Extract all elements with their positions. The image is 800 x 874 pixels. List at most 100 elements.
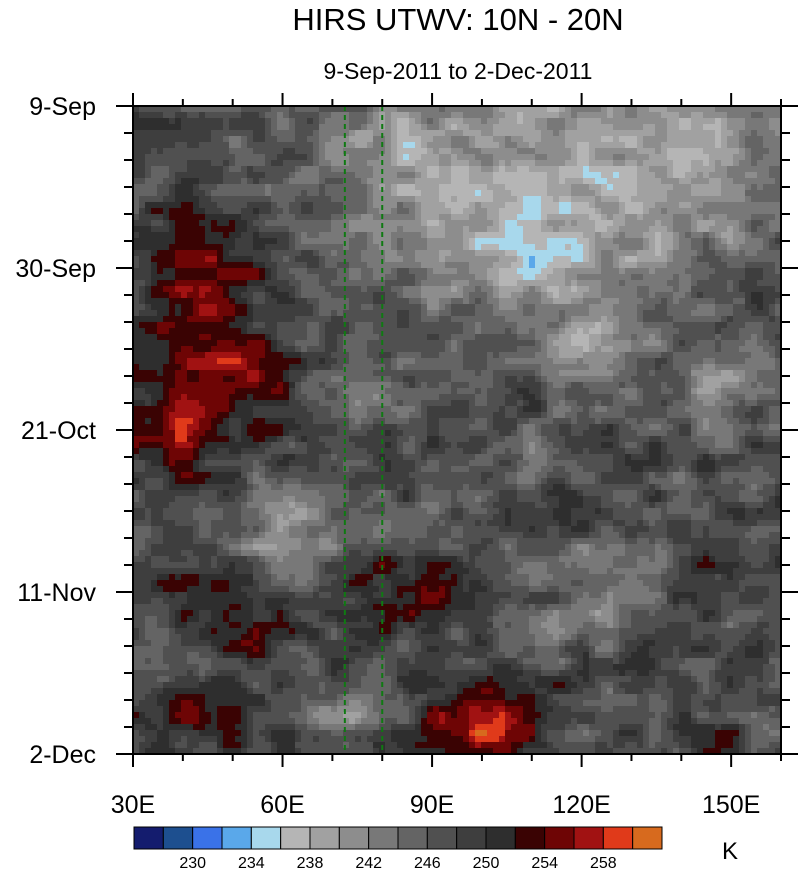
heatmap-cell [163, 364, 170, 371]
heatmap-cell [439, 244, 446, 251]
heatmap-cell [553, 214, 560, 221]
heatmap-cell [499, 124, 506, 131]
heatmap-cell [775, 190, 782, 197]
heatmap-cell [541, 124, 548, 131]
heatmap-cell [649, 238, 656, 245]
heatmap-cell [757, 196, 764, 203]
heatmap-cell [523, 298, 530, 305]
heatmap-cell [631, 118, 638, 125]
heatmap-cell [409, 172, 416, 179]
heatmap-cell [313, 244, 320, 251]
heatmap-cell [547, 112, 554, 119]
heatmap-cell [715, 328, 722, 335]
heatmap-cell [553, 196, 560, 203]
heatmap-cell [661, 124, 668, 131]
heatmap-cell [421, 214, 428, 221]
heatmap-cell [649, 154, 656, 161]
heatmap-cell [439, 214, 446, 221]
heatmap-cell [463, 340, 470, 347]
heatmap-cell [181, 142, 188, 149]
heatmap-cell [139, 322, 146, 329]
heatmap-cell [493, 304, 500, 311]
heatmap-cell [361, 112, 368, 119]
heatmap-cell [619, 346, 626, 353]
heatmap-cell [373, 166, 380, 173]
heatmap-cell [391, 346, 398, 353]
heatmap-cell [589, 292, 596, 299]
heatmap-cell [457, 232, 464, 239]
heatmap-cell [661, 208, 668, 215]
heatmap-cell [547, 310, 554, 317]
heatmap-cell [619, 232, 626, 239]
heatmap-cell [163, 346, 170, 353]
heatmap-cell [739, 298, 746, 305]
heatmap-cell [241, 160, 248, 167]
heatmap-cell [457, 154, 464, 161]
heatmap-cell [421, 232, 428, 239]
heatmap-cell [577, 364, 584, 371]
heatmap-cell [349, 118, 356, 125]
heatmap-cell [271, 256, 278, 263]
heatmap-cell [199, 124, 206, 131]
heatmap-cell [667, 250, 674, 257]
heatmap-cell [475, 376, 482, 383]
heatmap-cell [193, 352, 200, 359]
heatmap-cell [451, 322, 458, 329]
heatmap-cell [253, 226, 260, 233]
heatmap-cell [265, 208, 272, 215]
heatmap-cell [601, 166, 608, 173]
heatmap-cell [421, 208, 428, 215]
heatmap-cell [511, 346, 518, 353]
heatmap-cell [193, 340, 200, 347]
heatmap-cell [505, 130, 512, 137]
heatmap-cell [193, 142, 200, 149]
heatmap-cell [487, 136, 494, 143]
heatmap-cell [283, 280, 290, 287]
heatmap-cell [739, 184, 746, 191]
heatmap-cell [427, 238, 434, 245]
heatmap-cell [433, 124, 440, 131]
heatmap-cell [229, 148, 236, 155]
heatmap-cell [493, 208, 500, 215]
heatmap-cell [373, 202, 380, 209]
heatmap-cell [739, 226, 746, 233]
heatmap-cell [583, 112, 590, 119]
heatmap-cell [385, 190, 392, 197]
heatmap-cell [439, 316, 446, 323]
heatmap-cell [661, 316, 668, 323]
heatmap-cell [397, 304, 404, 311]
heatmap-cell [205, 136, 212, 143]
heatmap-cell [505, 358, 512, 365]
heatmap-cell [163, 298, 170, 305]
heatmap-cell [769, 358, 776, 365]
heatmap-cell [757, 172, 764, 179]
heatmap-cell [139, 382, 146, 389]
heatmap-cell [235, 316, 242, 323]
heatmap-cell [469, 172, 476, 179]
heatmap-cell [157, 142, 164, 149]
heatmap-cell [763, 250, 770, 257]
heatmap-cell [349, 364, 356, 371]
heatmap-cell [457, 184, 464, 191]
heatmap-cell [379, 226, 386, 233]
heatmap-cell [475, 148, 482, 155]
heatmap-cell [751, 292, 758, 299]
heatmap-cell [445, 160, 452, 167]
heatmap-cell [355, 304, 362, 311]
heatmap-cell [151, 142, 158, 149]
heatmap-cell [733, 274, 740, 281]
heatmap-cell [457, 298, 464, 305]
heatmap-cell [223, 160, 230, 167]
heatmap-cell [403, 124, 410, 131]
heatmap-cell [163, 328, 170, 335]
heatmap-cell [535, 274, 542, 281]
heatmap-cell [505, 136, 512, 143]
heatmap-cell [133, 250, 140, 257]
heatmap-cell [319, 124, 326, 131]
heatmap-cell [199, 112, 206, 119]
heatmap-cell [265, 190, 272, 197]
heatmap-cell [697, 304, 704, 311]
heatmap-cell [217, 190, 224, 197]
heatmap-cell [343, 364, 350, 371]
